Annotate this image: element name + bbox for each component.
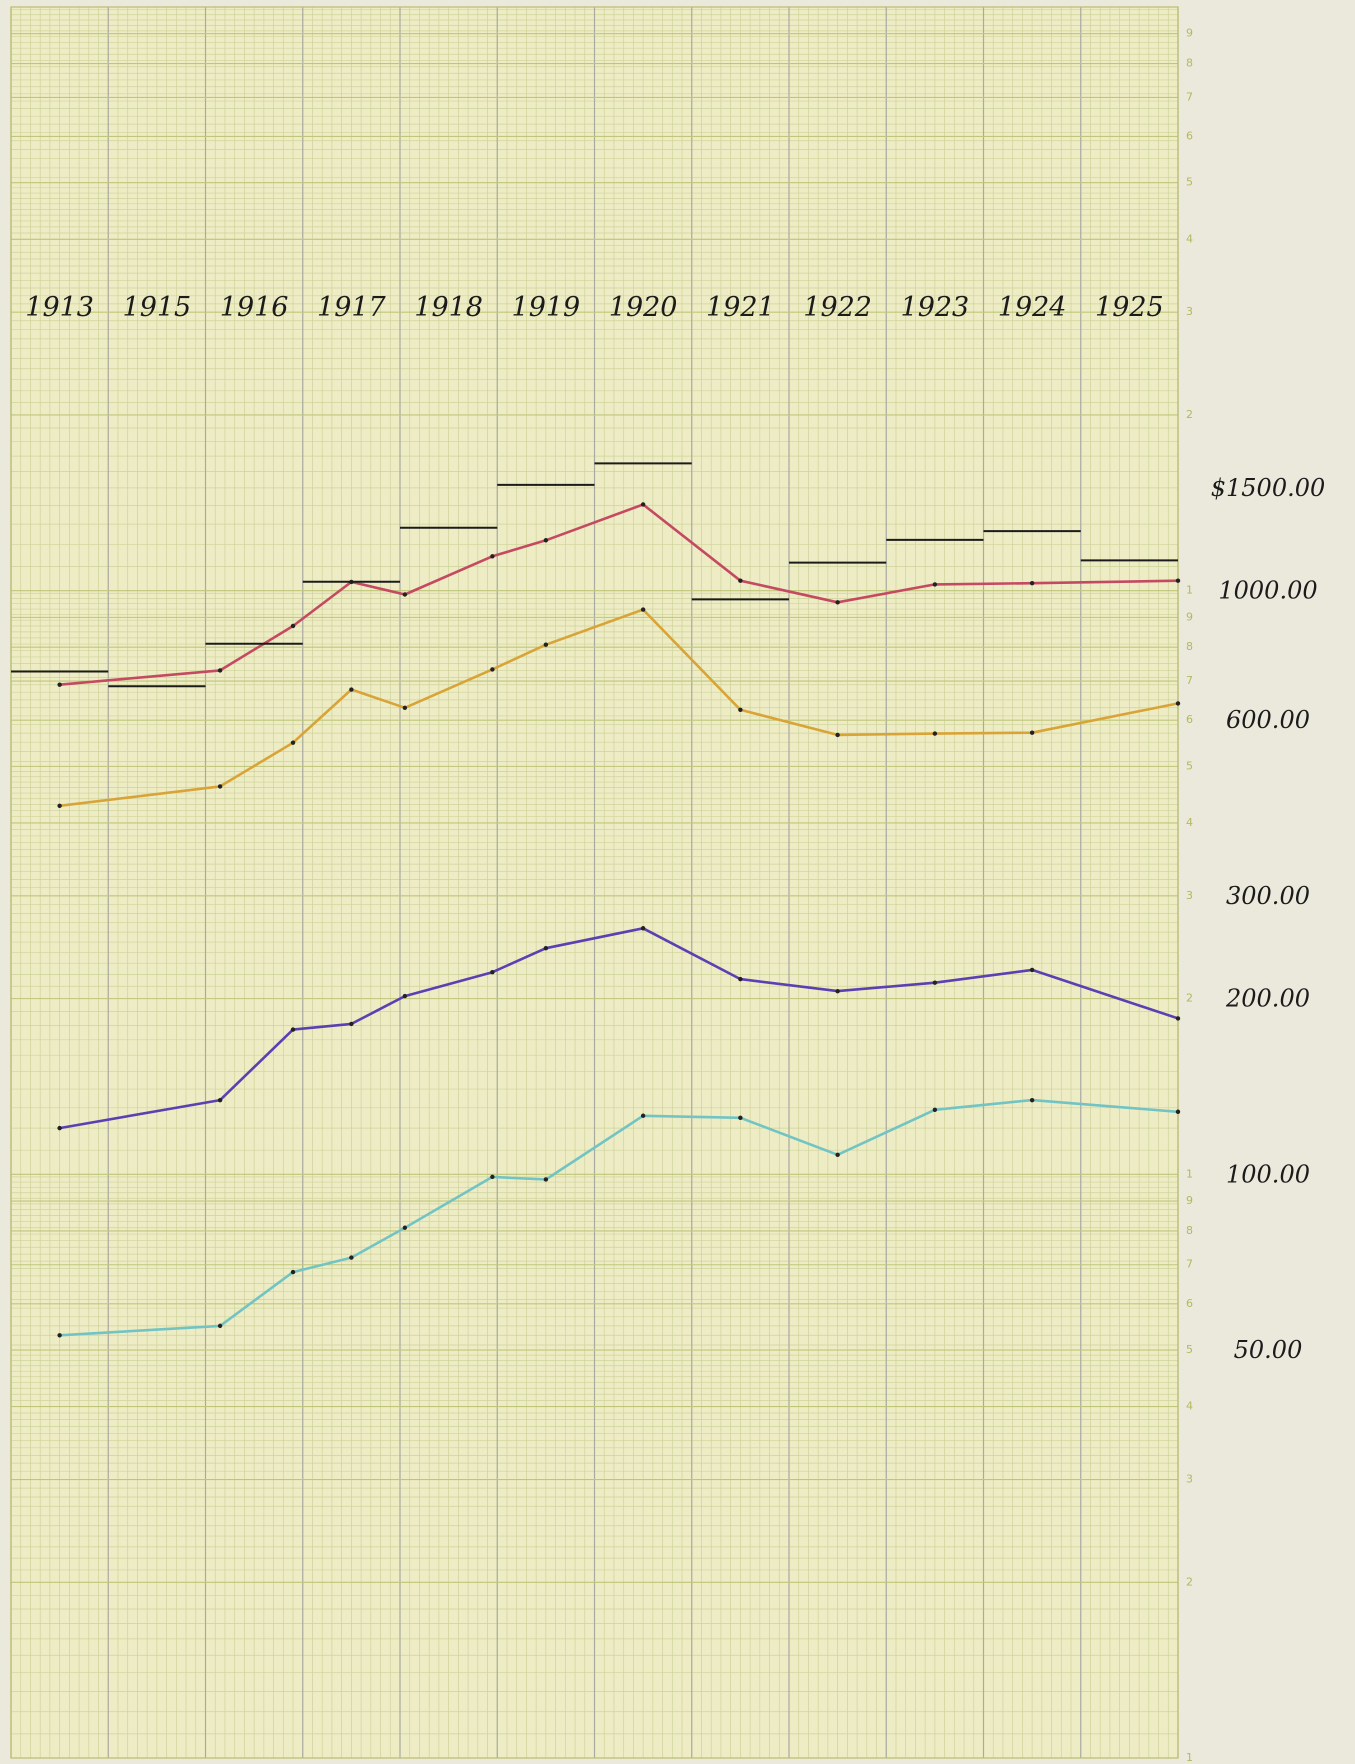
paper-tick-label: 1 xyxy=(1186,1167,1193,1180)
y-tick-label: 100.00 xyxy=(1226,1160,1310,1188)
point xyxy=(738,1116,742,1120)
paper-tick-label: 3 xyxy=(1186,1473,1193,1486)
point xyxy=(57,683,61,687)
paper-tick-label: 1 xyxy=(1186,1751,1193,1764)
paper-tick-label: 5 xyxy=(1186,176,1193,189)
x-tick-label: 1923 xyxy=(901,292,970,323)
point xyxy=(349,687,353,691)
point xyxy=(490,667,494,671)
point xyxy=(1176,579,1180,583)
point xyxy=(1176,701,1180,705)
point xyxy=(57,804,61,808)
paper-tick-label: 1 xyxy=(1186,584,1193,597)
paper-tick-label: 5 xyxy=(1186,1343,1193,1356)
paper-tick-label: 4 xyxy=(1186,1400,1193,1413)
paper-tick-label: 3 xyxy=(1186,305,1193,318)
paper-tick-label: 7 xyxy=(1186,674,1193,687)
paper-tick-label: 6 xyxy=(1186,129,1193,142)
point xyxy=(933,980,937,984)
point xyxy=(490,970,494,974)
point xyxy=(738,708,742,712)
paper-tick-label: 9 xyxy=(1186,1194,1193,1207)
point xyxy=(218,784,222,788)
point xyxy=(403,706,407,710)
point xyxy=(490,1175,494,1179)
x-tick-label: 1919 xyxy=(512,292,581,323)
paper-tick-label: 2 xyxy=(1186,1575,1193,1588)
y-tick-label: 300.00 xyxy=(1226,882,1310,910)
point xyxy=(641,1114,645,1118)
paper-tick-label: 7 xyxy=(1186,1258,1193,1271)
point xyxy=(835,1153,839,1157)
point xyxy=(1176,1110,1180,1114)
paper-tick-label: 9 xyxy=(1186,610,1193,623)
y-tick-label: 600.00 xyxy=(1226,706,1310,734)
point xyxy=(738,579,742,583)
point xyxy=(835,989,839,993)
point xyxy=(544,643,548,647)
point xyxy=(738,977,742,981)
point xyxy=(1030,581,1034,585)
point xyxy=(403,1226,407,1230)
x-tick-label: 1925 xyxy=(1095,292,1164,323)
point xyxy=(1030,968,1034,972)
page: {"chart_data": { "type": "line", "yscale… xyxy=(0,0,1355,1764)
x-tick-label: 1920 xyxy=(609,292,678,323)
paper-tick-label: 6 xyxy=(1186,713,1193,726)
point xyxy=(218,668,222,672)
x-tick-label: 1924 xyxy=(998,292,1067,323)
point xyxy=(349,1255,353,1259)
paper-tick-label: 8 xyxy=(1186,640,1193,653)
point xyxy=(57,1126,61,1130)
paper-tick-label: 2 xyxy=(1186,992,1193,1005)
point xyxy=(403,994,407,998)
paper-tick-label: 4 xyxy=(1186,816,1193,829)
y-tick-label: 200.00 xyxy=(1225,985,1310,1013)
point xyxy=(57,1333,61,1337)
point xyxy=(490,554,494,558)
paper-tick-label: 4 xyxy=(1186,232,1193,245)
y-tick-label: 1000.00 xyxy=(1218,577,1317,605)
point xyxy=(403,592,407,596)
point xyxy=(933,1108,937,1112)
point xyxy=(544,1177,548,1181)
y-tick-label: 50.00 xyxy=(1234,1336,1303,1364)
paper-tick-label: 9 xyxy=(1186,27,1193,40)
point xyxy=(291,740,295,744)
x-tick-label: 1922 xyxy=(803,292,872,323)
point xyxy=(641,502,645,506)
x-tick-label: 1916 xyxy=(220,292,289,323)
point xyxy=(933,582,937,586)
paper-tick-label: 3 xyxy=(1186,889,1193,902)
paper-tick-label: 6 xyxy=(1186,1297,1193,1310)
y-tick-label: $1500.00 xyxy=(1211,474,1326,502)
point xyxy=(1176,1016,1180,1020)
point xyxy=(291,624,295,628)
x-tick-label: 1917 xyxy=(317,292,387,323)
x-tick-label: 1918 xyxy=(414,292,483,323)
point xyxy=(291,1270,295,1274)
x-tick-label: 1915 xyxy=(123,292,192,323)
x-tick-label: 1921 xyxy=(706,292,775,323)
point xyxy=(933,731,937,735)
point xyxy=(835,733,839,737)
point xyxy=(544,946,548,950)
point xyxy=(835,600,839,604)
point xyxy=(291,1027,295,1031)
point xyxy=(218,1324,222,1328)
chart: 1 2 3 4 5 6 7 8 9 1 2 3 4 5 6 7 8 9 1 2 3 4 5 6 7 8 9 1913 1915 1916 1… xyxy=(0,0,1355,1764)
paper-tick-label: 8 xyxy=(1186,1224,1193,1237)
x-tick-label: 1913 xyxy=(25,292,94,323)
paper-tick-label: 8 xyxy=(1186,57,1193,70)
point xyxy=(641,607,645,611)
paper-tick-label: 5 xyxy=(1186,759,1193,772)
paper-tick-label: 2 xyxy=(1186,408,1193,421)
point xyxy=(641,926,645,930)
point xyxy=(1030,731,1034,735)
point xyxy=(544,538,548,542)
point xyxy=(349,1022,353,1026)
point xyxy=(1030,1098,1034,1102)
paper-tick-label: 7 xyxy=(1186,90,1193,103)
point xyxy=(218,1098,222,1102)
